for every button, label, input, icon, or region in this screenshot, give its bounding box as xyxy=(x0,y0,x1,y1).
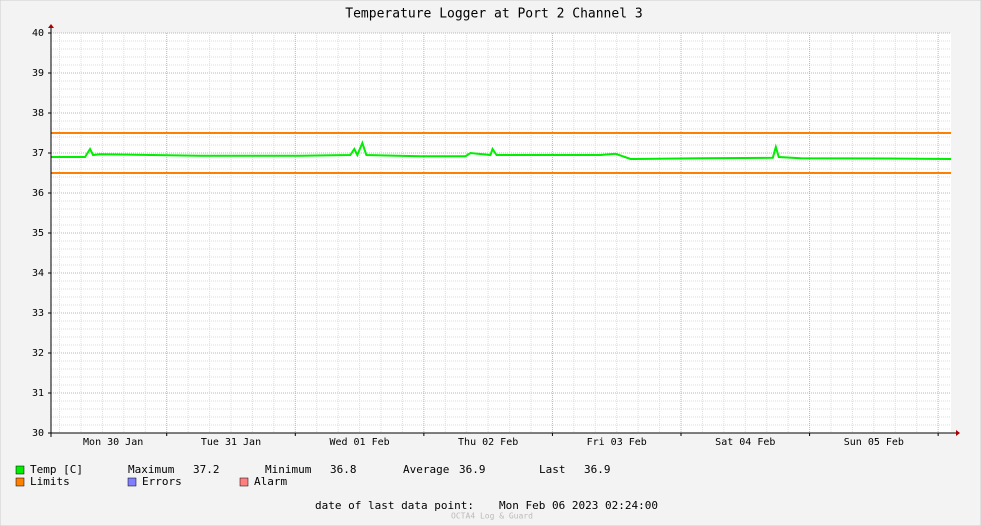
footer-value: Mon Feb 06 2023 02:24:00 xyxy=(499,499,658,512)
axis-arrow xyxy=(48,24,54,28)
line-series xyxy=(51,140,952,161)
stat-value: 36.8 xyxy=(330,463,357,476)
y-tick-label: 39 xyxy=(32,68,44,79)
stat-label: Minimum xyxy=(265,463,312,476)
x-tick-label: Tue 31 Jan xyxy=(201,437,261,448)
legend-label: Errors xyxy=(142,475,182,488)
y-tick-label: 37 xyxy=(32,148,44,159)
stat-label: Last xyxy=(539,463,566,476)
x-tick-label: Sun 05 Feb xyxy=(844,437,904,448)
y-tick-label: 33 xyxy=(32,308,44,319)
legend-swatch xyxy=(15,465,25,475)
y-tick-label: 38 xyxy=(32,108,44,119)
legend-swatch xyxy=(127,477,137,487)
watermark: OCTA4 Log & Guard xyxy=(451,512,533,521)
chart-title: Temperature Logger at Port 2 Channel 3 xyxy=(345,7,642,22)
legend-swatch xyxy=(15,477,25,487)
stat-value: 36.9 xyxy=(584,463,611,476)
x-tick-label: Thu 02 Feb xyxy=(458,437,518,448)
stat-label: Average xyxy=(403,463,449,476)
axis-arrow xyxy=(956,430,960,436)
footer-label: date of last data point: xyxy=(315,499,474,512)
stat-value: 36.9 xyxy=(459,463,486,476)
y-tick-label: 30 xyxy=(32,428,44,439)
x-tick-label: Fri 03 Feb xyxy=(587,437,647,448)
y-tick-label: 32 xyxy=(32,348,44,359)
legend-label: Limits xyxy=(30,475,70,488)
stat-value: 37.2 xyxy=(193,463,220,476)
y-tick-label: 36 xyxy=(32,188,44,199)
y-tick-label: 31 xyxy=(32,388,44,399)
legend-swatch xyxy=(239,477,249,487)
legend-label: Temp [C] xyxy=(30,463,83,476)
legend-label: Alarm xyxy=(254,475,287,488)
x-tick-label: Sat 04 Feb xyxy=(715,437,775,448)
y-tick-label: 40 xyxy=(32,28,44,39)
x-tick-label: Mon 30 Jan xyxy=(83,437,143,448)
y-tick-label: 34 xyxy=(32,268,44,279)
stat-label: Maximum xyxy=(128,463,175,476)
x-tick-label: Wed 01 Feb xyxy=(329,437,389,448)
y-tick-label: 35 xyxy=(32,228,44,239)
